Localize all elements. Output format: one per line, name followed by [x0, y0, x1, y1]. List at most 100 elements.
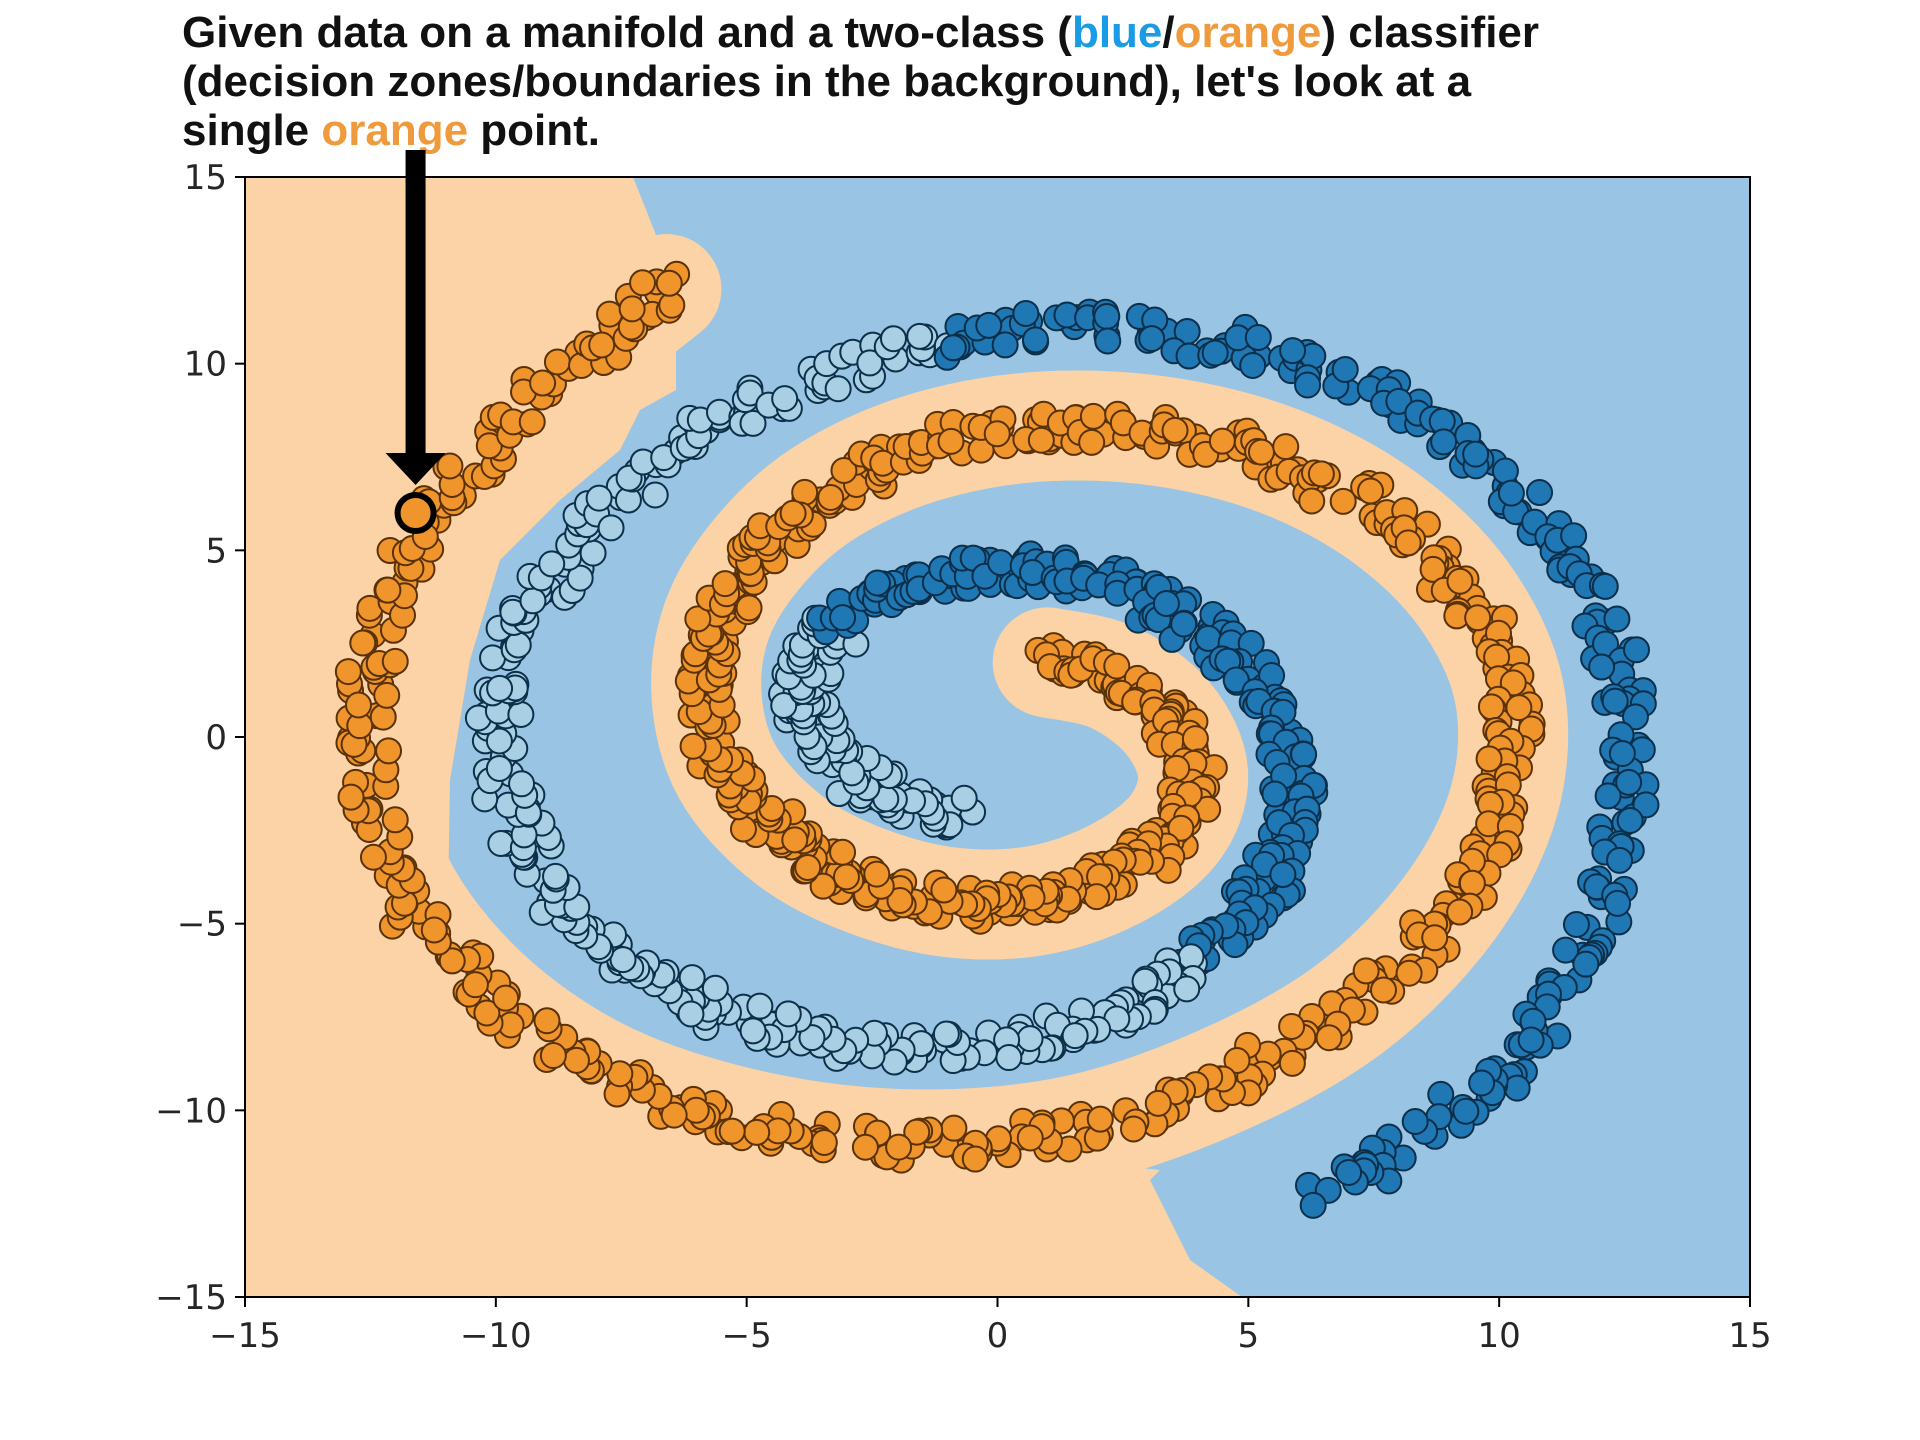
blue-point	[1138, 325, 1166, 353]
blue-point	[1560, 522, 1588, 550]
arrow-shaft	[405, 150, 426, 455]
blue-point	[991, 331, 1019, 359]
blue-point	[542, 862, 570, 890]
blue-point	[678, 964, 706, 992]
blue-point	[1552, 936, 1580, 964]
orange-point	[1167, 814, 1195, 842]
orange-point	[930, 876, 958, 904]
blue-point	[939, 334, 967, 362]
orange-point	[1446, 567, 1474, 595]
orange-point	[492, 984, 520, 1012]
blue-point	[829, 604, 857, 632]
blue-point	[701, 974, 729, 1002]
blue-point	[585, 484, 613, 512]
y-tick-label: 5	[205, 531, 227, 571]
blue-point	[1608, 740, 1636, 768]
blue-point	[770, 692, 798, 720]
blue-point	[1294, 371, 1322, 399]
blue-point	[487, 829, 515, 857]
blue-point	[1621, 703, 1649, 731]
orange-point	[1161, 416, 1189, 444]
orange-point	[618, 295, 646, 323]
blue-point	[1094, 327, 1122, 355]
orange-point	[533, 1007, 561, 1035]
blue-point	[519, 587, 547, 615]
blue-point	[856, 349, 884, 377]
orange-point	[359, 843, 387, 871]
blue-point	[609, 946, 637, 974]
blue-point	[906, 322, 934, 350]
orange-point	[817, 483, 845, 511]
blue-point	[1562, 910, 1590, 938]
blue-point	[1616, 806, 1644, 834]
orange-point	[1395, 959, 1423, 987]
orange-point	[903, 1118, 931, 1146]
orange-point	[809, 872, 837, 900]
blue-point	[705, 398, 733, 426]
blue-point	[746, 992, 774, 1020]
orange-point	[1446, 898, 1474, 926]
blue-point	[1239, 351, 1267, 379]
orange-point	[529, 369, 557, 397]
blue-point	[1201, 339, 1229, 367]
orange-point	[729, 815, 757, 843]
orange-point	[1464, 604, 1492, 632]
blue-point	[863, 569, 891, 597]
orange-point	[937, 427, 965, 455]
orange-point	[1421, 924, 1449, 952]
blue-point	[1269, 861, 1297, 889]
orange-point	[660, 1101, 688, 1129]
x-tick-label: 15	[1728, 1316, 1771, 1356]
orange-point	[1505, 694, 1533, 722]
caption-text: point.	[468, 106, 601, 155]
y-tick-label: −10	[155, 1091, 227, 1131]
x-tick-label: 10	[1478, 1316, 1521, 1356]
orange-point	[1357, 477, 1385, 505]
blue-point	[597, 514, 625, 542]
highlighted-orange-point	[394, 492, 437, 534]
y-tick-label: 15	[184, 158, 227, 198]
orange-point	[381, 647, 409, 675]
orange-point	[334, 658, 362, 686]
blue-point	[508, 770, 536, 798]
blue-point	[1594, 782, 1622, 810]
blue-point	[1299, 1191, 1327, 1219]
blue-point	[1261, 780, 1289, 808]
blue-point	[538, 550, 566, 578]
blue-point	[641, 481, 669, 509]
orange-point	[743, 1118, 771, 1146]
caption-text: (decision zones/boundaries in the backgr…	[182, 57, 1472, 106]
orange-point	[794, 853, 822, 881]
blue-point	[1526, 479, 1554, 507]
blue-point	[1468, 1069, 1496, 1097]
blue-point	[824, 375, 852, 403]
blue-point	[736, 379, 764, 407]
orange-point	[420, 916, 448, 944]
blue-point	[1061, 1022, 1089, 1050]
blue-point	[1497, 479, 1525, 507]
orange-point	[518, 408, 546, 436]
orange-point	[345, 691, 373, 719]
blue-point	[1244, 324, 1272, 352]
orange-point	[375, 737, 403, 765]
blue-point	[566, 564, 594, 592]
orange-point	[779, 499, 807, 527]
orange-point	[1247, 438, 1275, 466]
orange-point	[781, 826, 809, 854]
x-tick-label: −10	[460, 1316, 532, 1356]
orange-point	[684, 605, 712, 633]
orange-point	[1370, 976, 1398, 1004]
blue-point	[1173, 975, 1201, 1003]
blue-point	[1152, 589, 1180, 617]
y-axis: −15 −10 −5 0 5 10 15	[155, 158, 245, 1318]
orange-point	[1103, 652, 1131, 680]
orange-point	[810, 1128, 838, 1156]
blue-point	[1572, 950, 1600, 978]
caption-blue-word: blue	[1071, 8, 1163, 57]
orange-point	[1083, 883, 1111, 911]
blue-point	[1290, 740, 1318, 768]
orange-point	[886, 886, 914, 914]
orange-point	[588, 331, 616, 359]
blue-point	[1279, 337, 1307, 365]
caption-orange-word: orange	[1174, 8, 1322, 57]
